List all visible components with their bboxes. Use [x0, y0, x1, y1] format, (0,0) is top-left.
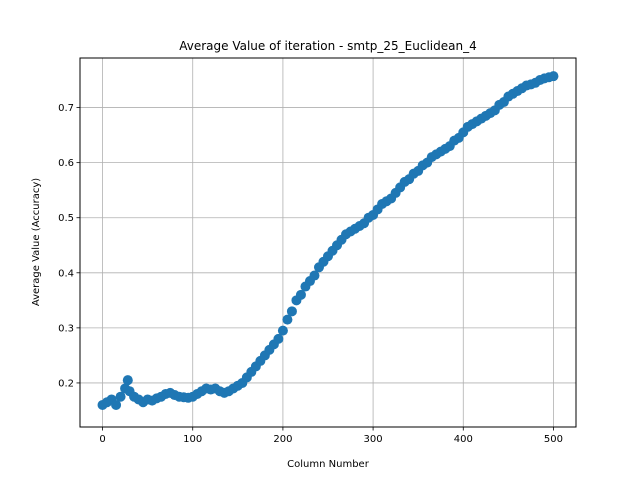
- grid: [80, 58, 576, 427]
- y-axis-label: Average Value (Accuracy): [31, 178, 42, 306]
- data-point: [273, 333, 284, 344]
- data-point: [295, 289, 306, 300]
- x-tick-label: 100: [183, 434, 202, 445]
- data-point: [115, 391, 126, 402]
- data-point: [309, 270, 320, 281]
- y-tick-label: 0.6: [58, 158, 74, 169]
- data-point: [277, 325, 288, 336]
- data-point: [282, 314, 293, 325]
- x-tick-label: 0: [99, 434, 105, 445]
- data-points: [97, 71, 559, 410]
- x-axis-ticks: 0 100 200 300 400 500: [99, 427, 563, 445]
- y-tick-label: 0.2: [58, 378, 74, 389]
- data-point: [286, 306, 297, 317]
- data-point: [111, 399, 122, 410]
- y-tick-label: 0.5: [58, 213, 74, 224]
- data-point: [122, 375, 133, 386]
- x-tick-label: 400: [454, 434, 473, 445]
- x-axis-label: Column Number: [287, 459, 370, 470]
- plot-area-frame: [79, 57, 577, 428]
- y-tick-label: 0.4: [58, 268, 74, 279]
- chart-title: Average Value of iteration - smtp_25_Euc…: [179, 39, 476, 53]
- y-tick-label: 0.7: [58, 103, 74, 114]
- x-tick-label: 300: [364, 434, 383, 445]
- x-tick-label: 200: [273, 434, 292, 445]
- y-tick-label: 0.3: [58, 323, 74, 334]
- data-point: [548, 71, 559, 82]
- y-axis-ticks: 0.2 0.3 0.4 0.5 0.6 0.7: [58, 103, 80, 389]
- x-tick-label: 500: [544, 434, 563, 445]
